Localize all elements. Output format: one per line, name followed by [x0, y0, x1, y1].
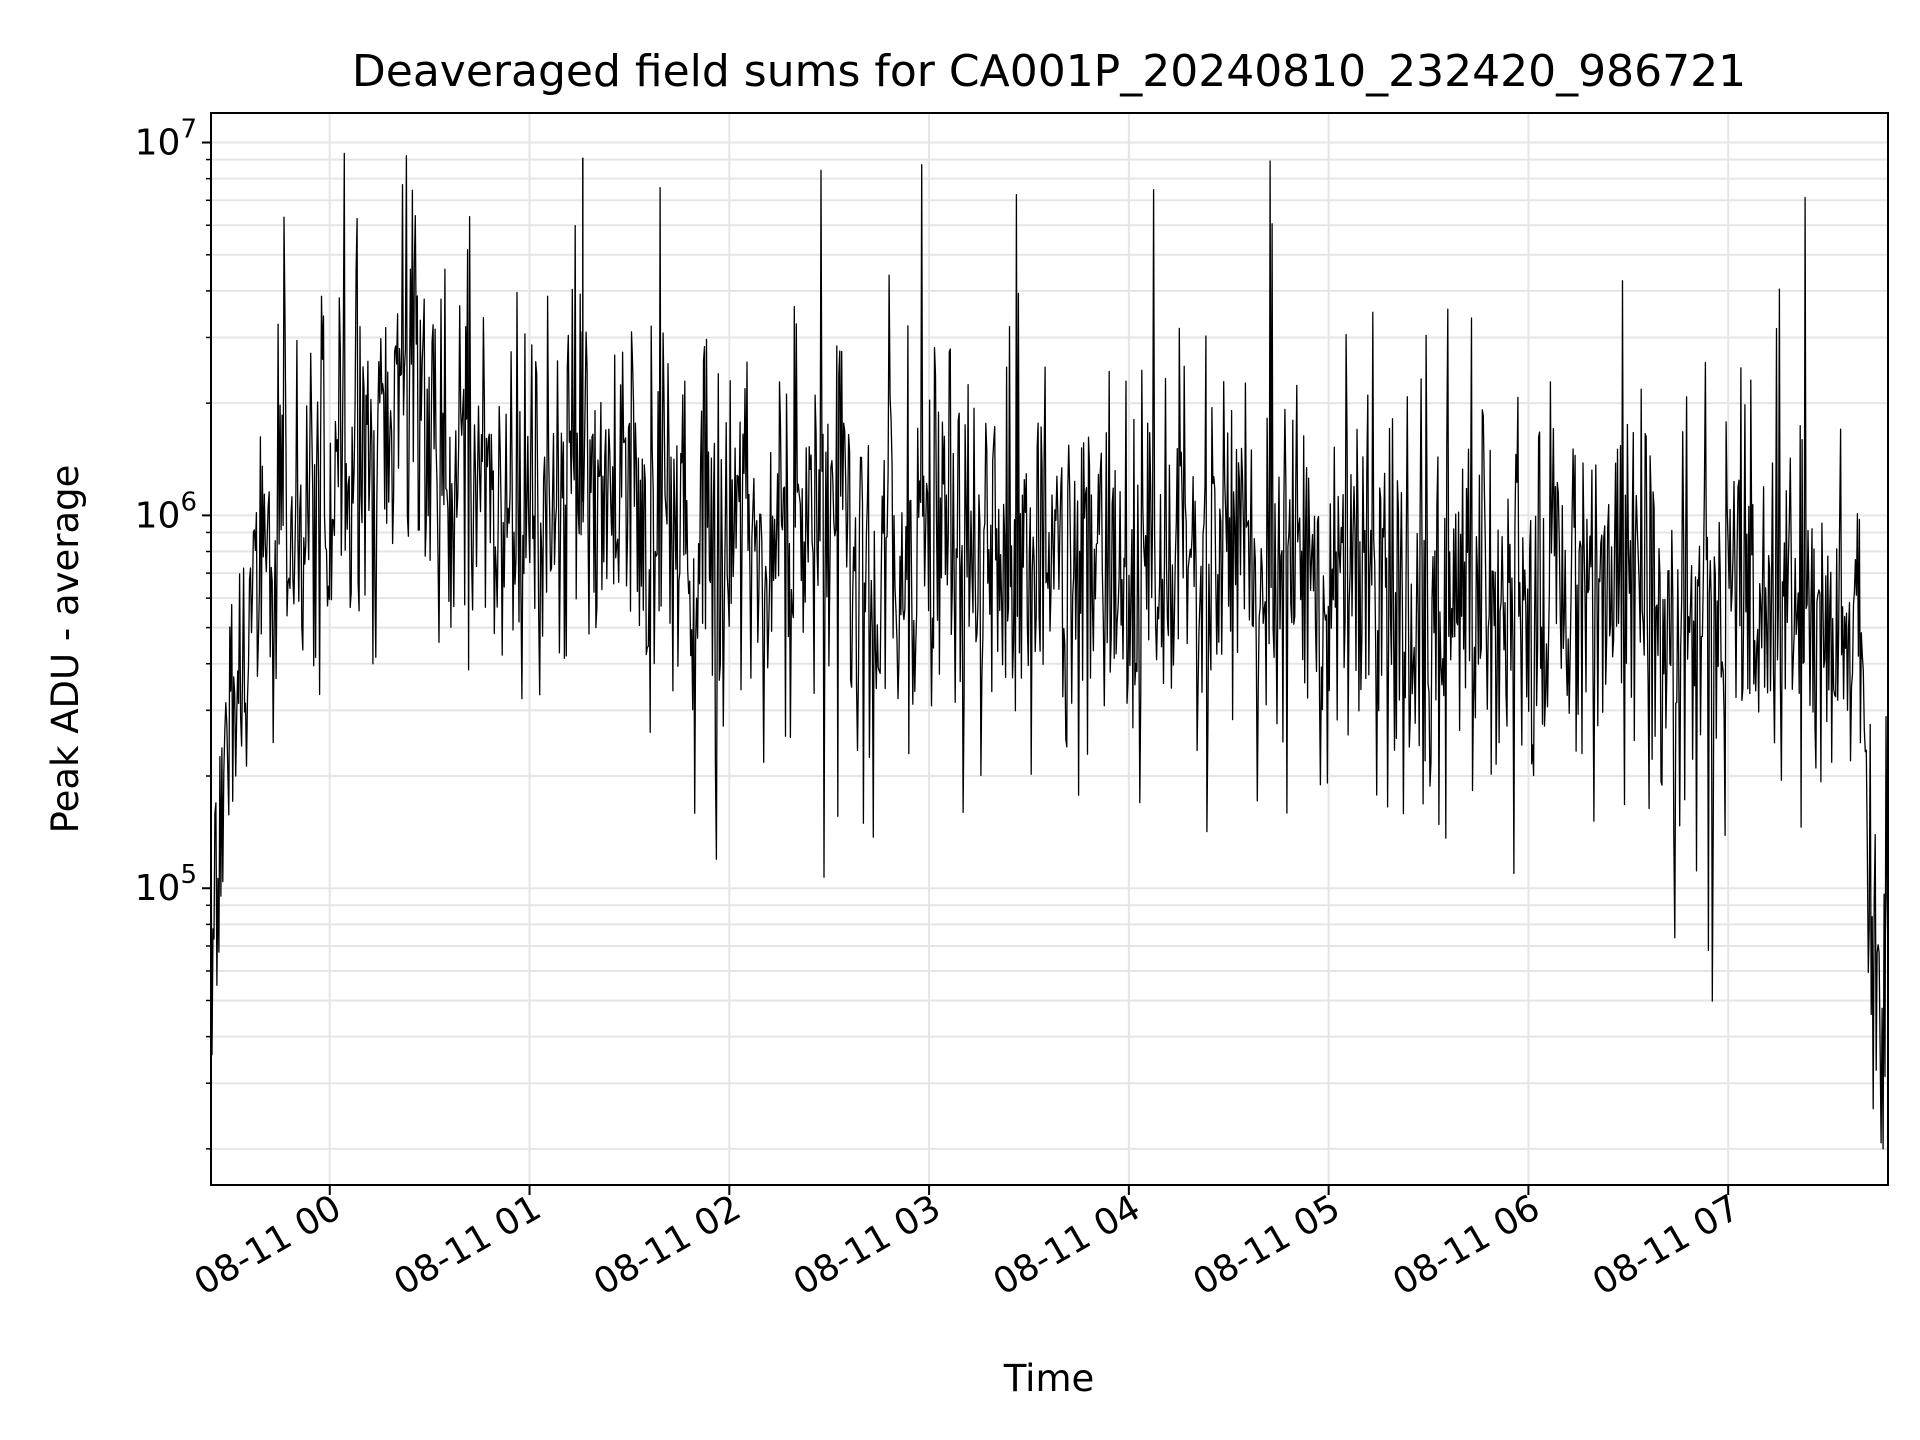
y-tick-label: 105: [135, 860, 197, 909]
y-tick-exponent: 5: [180, 860, 197, 890]
y-tick-base: 10: [135, 495, 181, 536]
series-line: [210, 152, 1889, 1150]
y-tick-exponent: 6: [180, 487, 197, 517]
y-axis-label: Peak ADU - average: [44, 465, 87, 834]
y-tick-label: 106: [135, 487, 197, 536]
y-tick-base: 10: [135, 868, 181, 909]
y-tick-label: 107: [135, 115, 197, 164]
axes-frame: [210, 112, 1889, 1186]
plot-area: [210, 152, 1889, 1150]
x-axis-label: Time: [1003, 1357, 1095, 1400]
y-tick-exponent: 7: [180, 115, 197, 145]
chart-title: Deaveraged field sums for CA001P_2024081…: [352, 46, 1746, 97]
y-tick-base: 10: [135, 123, 181, 164]
